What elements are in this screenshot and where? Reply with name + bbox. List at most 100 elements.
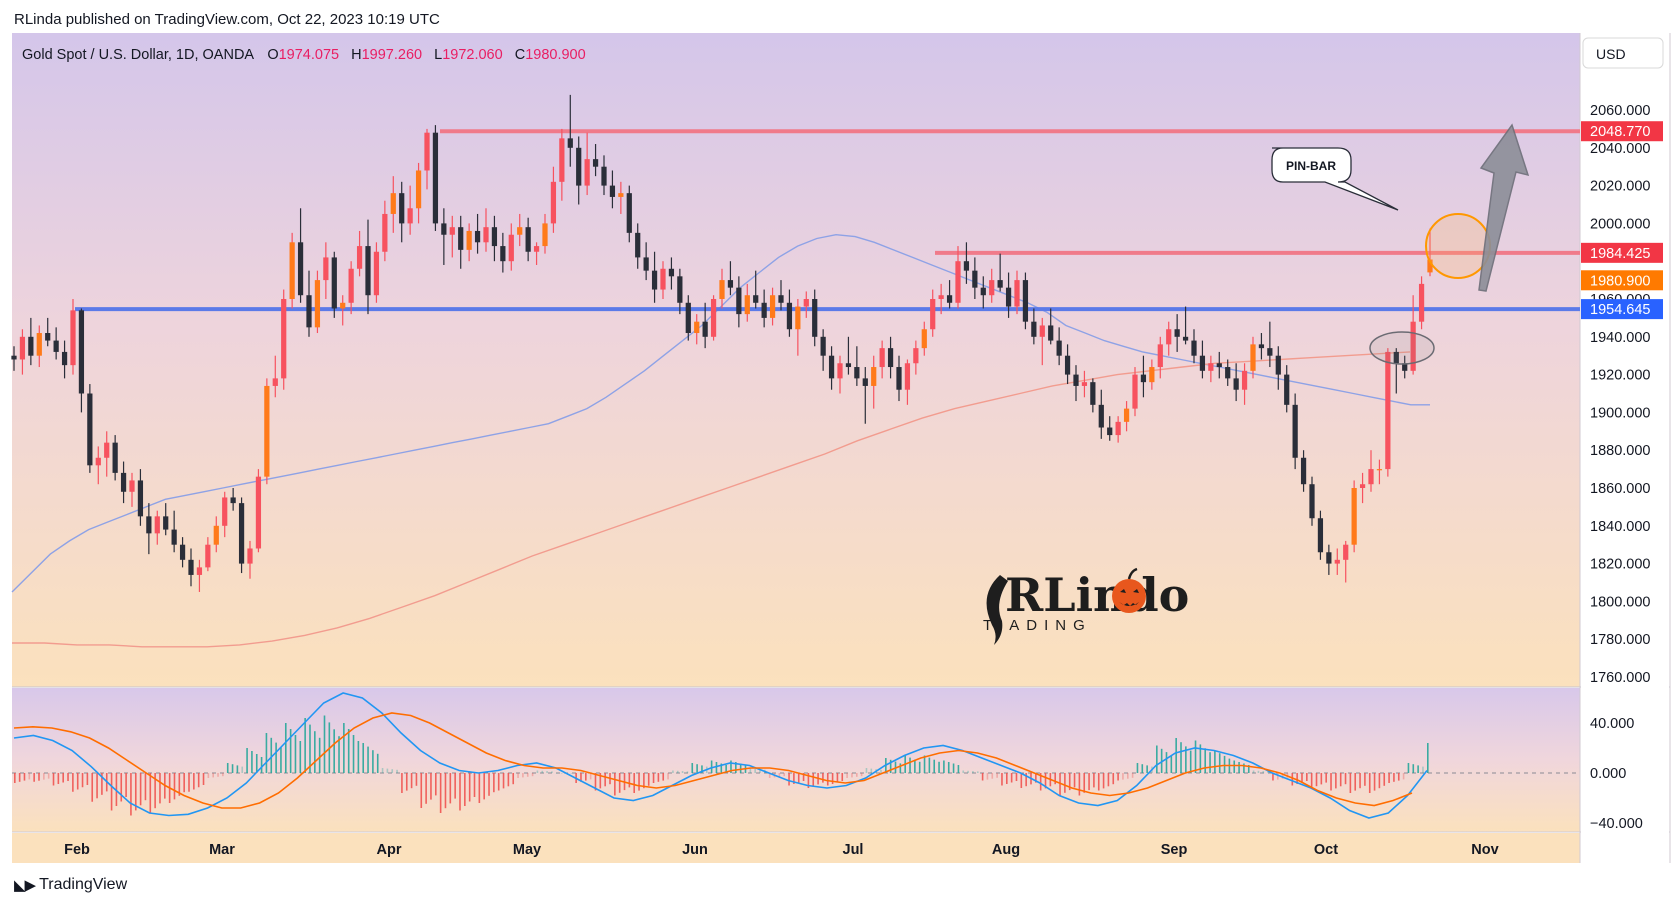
histogram-bar (541, 770, 544, 773)
candle (989, 268, 995, 303)
candle (163, 503, 169, 536)
histogram-bar (497, 773, 500, 791)
candle-body (989, 280, 995, 296)
histogram-bar (1364, 773, 1366, 786)
histogram-bar (444, 773, 447, 809)
candle (1115, 416, 1121, 443)
candle (1123, 401, 1130, 432)
candle (997, 253, 1003, 292)
candle-body (584, 159, 590, 186)
candle-body (1292, 404, 1298, 458)
candle (1233, 363, 1239, 402)
histogram-bar (454, 773, 456, 799)
histogram-bar (1001, 773, 1003, 786)
price-axis[interactable] (1581, 33, 1669, 863)
candle-body (331, 257, 337, 309)
histogram-bar (967, 770, 969, 773)
histogram-bar (1422, 766, 1424, 773)
candle (930, 289, 936, 337)
histogram-bar (173, 773, 176, 800)
candle (87, 384, 93, 473)
histogram-bar (1378, 773, 1381, 789)
histogram-bar (52, 773, 55, 786)
candle (769, 287, 776, 326)
candle-body (289, 242, 295, 299)
histogram-bar (96, 773, 98, 799)
candle (1174, 314, 1180, 352)
histogram-bar (193, 773, 195, 790)
histogram-bar (793, 773, 795, 784)
oscillator-pane[interactable] (12, 688, 1580, 832)
candle (626, 185, 632, 243)
candle-body (736, 287, 742, 315)
histogram-bar (1078, 773, 1081, 796)
time-axis-bg (12, 833, 1580, 863)
legend-close: 1980.900 (525, 47, 585, 63)
candle (1216, 351, 1222, 379)
price-tick-label: 2060.000 (1590, 103, 1650, 119)
oscillator-tick-label: −40.000 (1590, 816, 1643, 832)
histogram-bar (788, 773, 790, 786)
candle-body (753, 295, 759, 303)
candle (525, 217, 531, 262)
candle (1385, 348, 1391, 477)
currency-button[interactable] (1582, 37, 1664, 69)
price-tick-label: 1880.000 (1590, 443, 1650, 459)
candle (112, 435, 118, 481)
candle-body (517, 227, 523, 235)
candle-body (542, 223, 548, 247)
legend-symbol: Gold Spot / U.S. Dollar, 1D, OANDA (22, 47, 254, 63)
candle (154, 510, 160, 545)
histogram-bar (468, 773, 471, 802)
histogram-bar (1073, 773, 1076, 788)
breakout-ellipse[interactable] (1369, 331, 1435, 365)
histogram-bar (865, 768, 868, 773)
target-arrow[interactable] (1478, 123, 1530, 292)
price-tick-label: 2040.000 (1590, 141, 1650, 157)
time-axis-label: Apr (377, 842, 402, 858)
histogram-bar (1306, 773, 1308, 781)
candle-body (78, 310, 85, 394)
candle-body (769, 295, 776, 318)
candle (205, 537, 211, 572)
histogram-bar (1189, 750, 1192, 773)
candle-body (1393, 351, 1399, 364)
candle (913, 340, 919, 375)
candle (938, 283, 944, 315)
candle (1098, 389, 1104, 439)
pin-bar-annotation[interactable]: PIN-BAR (1271, 147, 1399, 211)
histogram-bar (47, 773, 50, 779)
candle-body (871, 367, 877, 386)
candle (272, 355, 278, 398)
candle (1292, 393, 1298, 470)
candle (340, 295, 346, 326)
candle (466, 223, 472, 262)
candle (1418, 276, 1425, 330)
support-price-tag: 1954.645 (1590, 302, 1650, 318)
rlinda-logo: RLindo T ADING (983, 567, 1189, 645)
candle-body (795, 306, 801, 330)
candle (1368, 450, 1374, 492)
histogram-bar (1214, 750, 1216, 773)
candle (297, 208, 304, 303)
histogram-bar (797, 773, 800, 783)
price-tick-label: 1800.000 (1590, 594, 1650, 610)
candle-body (314, 280, 321, 328)
pin-bar-circle[interactable] (1425, 213, 1491, 279)
tradingview-footer[interactable]: ◣▶ TradingView (14, 876, 127, 894)
candle (736, 276, 742, 328)
candle (188, 548, 194, 587)
histogram-bar (144, 773, 147, 801)
histogram-bar (1165, 752, 1168, 773)
legend-high: 1997.260 (362, 47, 422, 63)
histogram-bar (1010, 773, 1013, 783)
candle-body (171, 529, 177, 545)
candle-body (222, 497, 228, 526)
histogram-bar (1373, 773, 1376, 791)
candle (1343, 540, 1349, 583)
histogram-bar (981, 773, 984, 781)
price-pane[interactable] (12, 33, 1580, 687)
histogram-bar (381, 768, 384, 773)
histogram-bar (289, 729, 292, 773)
